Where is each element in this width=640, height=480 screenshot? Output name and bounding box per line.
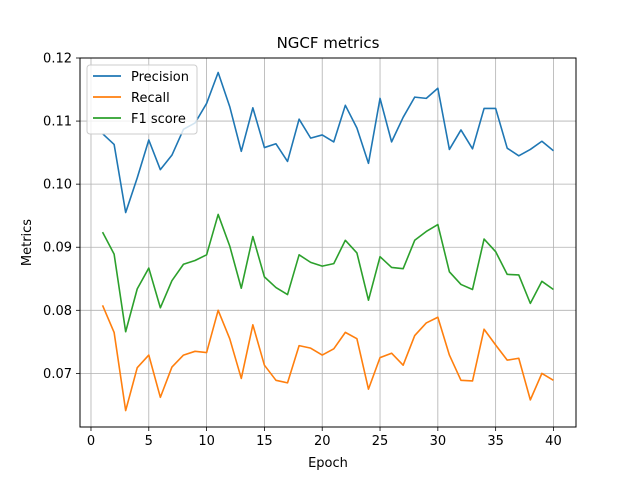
x-tick-label: 25 xyxy=(372,434,389,449)
legend: Precision Recall F1 score xyxy=(86,64,198,135)
legend-label: F1 score xyxy=(131,112,186,127)
y-tick-label: 0.10 xyxy=(43,178,72,193)
x-tick-label: 35 xyxy=(487,434,504,449)
x-tick-label: 15 xyxy=(256,434,273,449)
series-line-recall xyxy=(101,304,554,412)
x-axis-label: Epoch xyxy=(308,456,348,471)
x-tick-label: 30 xyxy=(430,434,447,449)
grid-lines xyxy=(80,57,576,427)
x-tick-label: 10 xyxy=(198,434,215,449)
legend-label: Recall xyxy=(131,91,170,106)
x-axis-ticks: 0 5 10 15 20 25 30 35 40 xyxy=(87,427,562,449)
plot-frame xyxy=(79,57,577,428)
x-tick-label: 0 xyxy=(87,434,95,449)
series-layer xyxy=(101,71,554,412)
chart-title: NGCF metrics xyxy=(277,34,380,52)
legend-label: Precision xyxy=(131,70,189,85)
y-tick-label: 0.12 xyxy=(43,52,72,67)
y-tick-label: 0.11 xyxy=(43,115,72,130)
y-axis-label: Metrics xyxy=(20,219,35,266)
y-tick-label: 0.07 xyxy=(43,367,72,382)
x-tick-label: 20 xyxy=(314,434,331,449)
legend-box xyxy=(86,64,198,135)
series-line-f1-score xyxy=(101,213,554,333)
x-tick-label: 5 xyxy=(145,434,153,449)
y-axis-ticks: 0.07 0.08 0.09 0.10 0.11 0.12 xyxy=(43,52,80,382)
y-tick-label: 0.09 xyxy=(43,241,72,256)
series-line-precision xyxy=(102,71,554,214)
y-tick-label: 0.08 xyxy=(43,304,72,319)
x-tick-label: 40 xyxy=(545,434,562,449)
